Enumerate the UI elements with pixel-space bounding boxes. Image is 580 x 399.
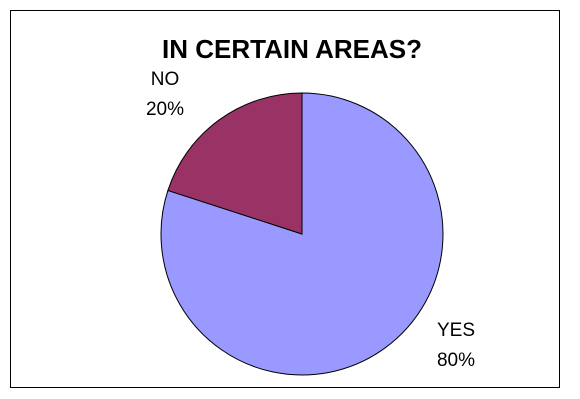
pie-slice-no — [167, 92, 303, 235]
pie-slices — [160, 92, 444, 376]
slice-value-no: 20% — [146, 99, 184, 120]
slice-value-yes: 80% — [437, 350, 475, 371]
slice-label-yes: YES — [437, 320, 475, 341]
slice-label-no: NO — [151, 69, 180, 90]
pie-labels: YES 80% NO 20% — [146, 69, 475, 371]
chart-title: IN CERTAIN AREAS? — [162, 34, 422, 64]
